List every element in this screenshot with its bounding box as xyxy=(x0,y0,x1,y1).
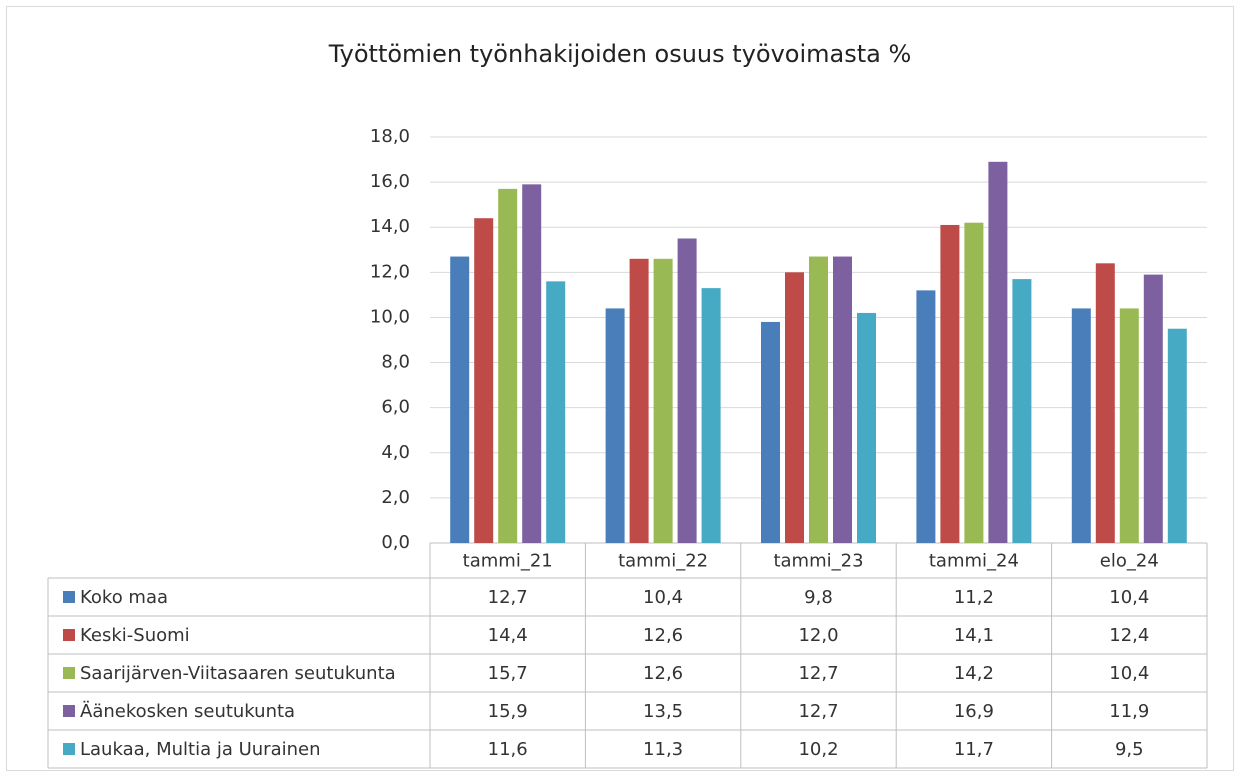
data-table-value: 14,4 xyxy=(488,625,528,646)
bar xyxy=(498,188,518,543)
bar xyxy=(809,256,828,543)
y-tick-label: 2,0 xyxy=(381,487,410,508)
data-table-value: 11,6 xyxy=(488,739,528,760)
data-table-value: 10,4 xyxy=(1109,663,1149,684)
bar xyxy=(677,238,697,543)
bar xyxy=(701,288,721,543)
bar xyxy=(1119,308,1139,543)
data-table-value: 13,5 xyxy=(643,701,683,722)
y-tick-label: 8,0 xyxy=(381,352,410,373)
bar xyxy=(450,256,470,543)
x-tick-label: tammi_23 xyxy=(773,551,863,572)
legend-label: Koko maa xyxy=(80,587,168,608)
bar xyxy=(988,161,1008,544)
y-tick-label: 14,0 xyxy=(370,216,410,237)
data-table-value: 9,8 xyxy=(804,587,833,608)
legend-swatch xyxy=(63,743,75,755)
data-table-value: 12,4 xyxy=(1109,625,1149,646)
data-table-value: 14,1 xyxy=(954,625,994,646)
data-table-value: 10,4 xyxy=(643,587,683,608)
x-tick-label: elo_24 xyxy=(1100,551,1159,572)
x-tick-label: tammi_22 xyxy=(618,551,708,572)
bar xyxy=(857,312,876,543)
legend-swatch xyxy=(63,591,75,603)
bar xyxy=(1095,263,1115,543)
y-tick-label: 0,0 xyxy=(381,532,410,553)
bar xyxy=(1167,328,1187,543)
data-table-value: 11,3 xyxy=(643,739,683,760)
data-table-value: 12,7 xyxy=(488,587,528,608)
y-tick-label: 10,0 xyxy=(370,306,410,327)
data-table-value: 14,2 xyxy=(954,663,994,684)
legend-swatch xyxy=(63,629,75,641)
bar xyxy=(605,308,625,543)
data-table-value: 10,2 xyxy=(798,739,838,760)
bar xyxy=(474,218,494,543)
data-table-value: 12,0 xyxy=(798,625,838,646)
bar xyxy=(1143,274,1163,543)
legend-label: Saarijärven-Viitasaaren seutukunta xyxy=(80,663,396,684)
y-tick-label: 6,0 xyxy=(381,397,410,418)
bar xyxy=(546,281,566,543)
x-tick-label: tammi_21 xyxy=(463,551,553,572)
legend-swatch xyxy=(63,667,75,679)
data-table-value: 16,9 xyxy=(954,701,994,722)
bar xyxy=(761,321,780,543)
y-tick-label: 12,0 xyxy=(370,261,410,282)
data-table-value: 15,7 xyxy=(488,663,528,684)
data-table-value: 10,4 xyxy=(1109,587,1149,608)
x-tick-label: tammi_24 xyxy=(929,551,1019,572)
data-table-value: 11,9 xyxy=(1109,701,1149,722)
y-tick-label: 16,0 xyxy=(370,171,410,192)
data-table-value: 15,9 xyxy=(488,701,528,722)
bar xyxy=(785,272,804,543)
legend-swatch xyxy=(63,705,75,717)
data-table-value: 11,7 xyxy=(954,739,994,760)
y-tick-label: 4,0 xyxy=(381,442,410,463)
data-table-value: 12,6 xyxy=(643,625,683,646)
bar xyxy=(522,184,542,543)
bar xyxy=(833,256,852,543)
bar xyxy=(940,224,960,543)
data-table-value: 11,2 xyxy=(954,587,994,608)
bar xyxy=(629,258,649,543)
bar xyxy=(1071,308,1091,543)
legend-label: Äänekosken seutukunta xyxy=(80,701,295,722)
bar xyxy=(964,222,984,543)
data-table-value: 12,7 xyxy=(798,663,838,684)
legend-label: Keski-Suomi xyxy=(80,625,190,646)
y-tick-label: 18,0 xyxy=(370,126,410,147)
bar xyxy=(653,258,673,543)
data-table-value: 9,5 xyxy=(1115,739,1144,760)
chart-title: Työttömien työnhakijoiden osuus työvoima… xyxy=(328,40,912,68)
data-table-value: 12,6 xyxy=(643,663,683,684)
data-table-value: 12,7 xyxy=(798,701,838,722)
bar xyxy=(1012,279,1032,543)
legend-label: Laukaa, Multia ja Uurainen xyxy=(80,739,321,760)
bar xyxy=(916,290,936,543)
